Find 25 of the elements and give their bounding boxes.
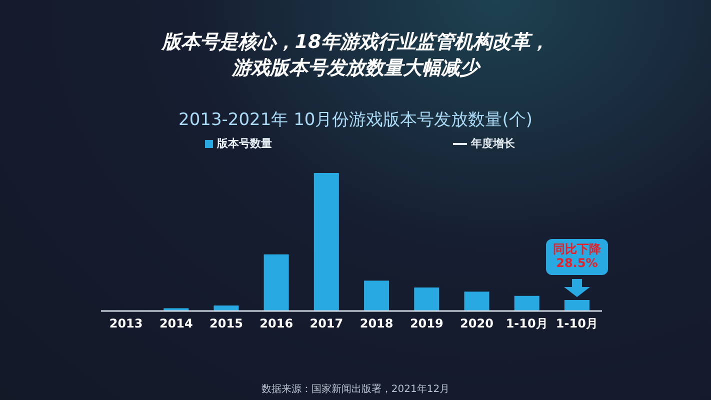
bar <box>164 308 189 311</box>
source-note: 数据来源：国家新闻出版署，2021年12月 <box>260 382 451 396</box>
x-tick-label: 2017 <box>310 316 344 331</box>
bar <box>264 254 289 311</box>
bar <box>314 173 339 311</box>
bar <box>414 288 440 311</box>
x-tick-label: 2018 <box>360 316 394 331</box>
chart-title: 版本号是核心，18年游戏行业监管机构改革，游戏版本号发放数量大幅减少 <box>160 30 550 81</box>
x-tick-label: 2019 <box>410 316 444 331</box>
legend-label: 版本号数量 <box>217 137 272 150</box>
bar <box>514 296 540 311</box>
x-tick-label: 2020 <box>460 316 494 331</box>
x-tick-label: 1-10月 <box>556 316 598 331</box>
x-tick-label: 2015 <box>210 316 243 331</box>
bar <box>564 300 590 311</box>
x-tick-label: 2013 <box>109 316 143 331</box>
bar <box>364 280 390 311</box>
chart-subtitle: 2013-2021年 10月份游戏版本号发放数量(个) <box>178 109 534 131</box>
legend-label: 年度增长 <box>471 137 515 150</box>
x-tick-label: 2014 <box>159 316 193 331</box>
bar <box>464 292 490 311</box>
annotation: 同比下降28.5% <box>546 238 608 275</box>
x-tick-label: 2016 <box>260 316 294 331</box>
bar <box>214 305 239 311</box>
x-tick-label: 1-10月 <box>506 316 548 331</box>
